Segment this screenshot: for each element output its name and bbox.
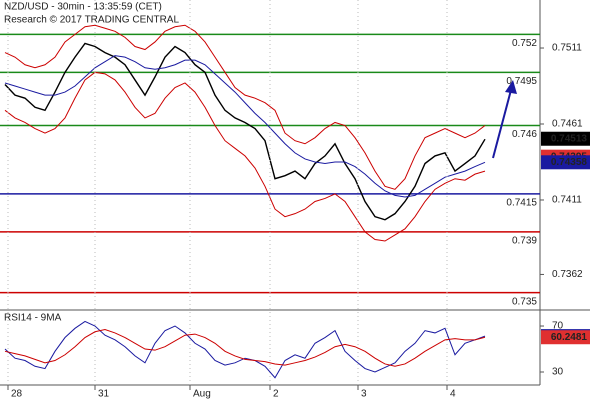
- y-tick-label: 0.7411: [552, 195, 582, 206]
- level-label: 0.752: [512, 38, 537, 49]
- price-badge: [541, 155, 590, 170]
- price-badge-label: 0.74358: [551, 157, 588, 168]
- chart-title: NZD/USD - 30min - 13:35:59 (CET): [4, 2, 162, 13]
- y-tick-label: 0.7362: [552, 269, 583, 280]
- price-badge: [541, 131, 590, 146]
- series-line: [4, 328, 486, 367]
- x-tick-label: Aug: [193, 389, 211, 400]
- chart-subtitle: Research © 2017 TRADING CENTRAL: [4, 15, 179, 26]
- level-label: 0.746: [512, 129, 537, 140]
- level-label: 0.7415: [506, 198, 537, 209]
- x-tick-label: 4: [450, 389, 456, 400]
- x-tick-label: 31: [98, 389, 110, 400]
- series-line: [4, 55, 486, 198]
- arrow-head: [505, 80, 517, 94]
- x-tick-label: 2: [273, 389, 279, 400]
- y-tick-label: 0.7511: [552, 43, 582, 54]
- y-tick-label: 70: [552, 321, 564, 332]
- series-line: [4, 71, 486, 242]
- y-tick-label: 0.7461: [552, 119, 583, 130]
- y-tick-label: 30: [552, 367, 564, 378]
- level-label: 0.735: [512, 296, 537, 307]
- price-badge-label: 0.74513: [551, 133, 588, 144]
- arrow: [492, 89, 512, 159]
- price-badge: [541, 330, 590, 345]
- x-tick-label: 3: [361, 389, 367, 400]
- level-label: 0.739: [512, 236, 537, 247]
- panel-title: RSI14 - 9MA: [4, 313, 62, 324]
- series-line: [4, 24, 486, 190]
- series-line: [4, 320, 486, 379]
- x-tick-label: 28: [11, 389, 23, 400]
- series-line: [4, 42, 486, 221]
- price-badge-label: 60.2481: [551, 332, 588, 343]
- level-label: 0.7495: [506, 76, 537, 87]
